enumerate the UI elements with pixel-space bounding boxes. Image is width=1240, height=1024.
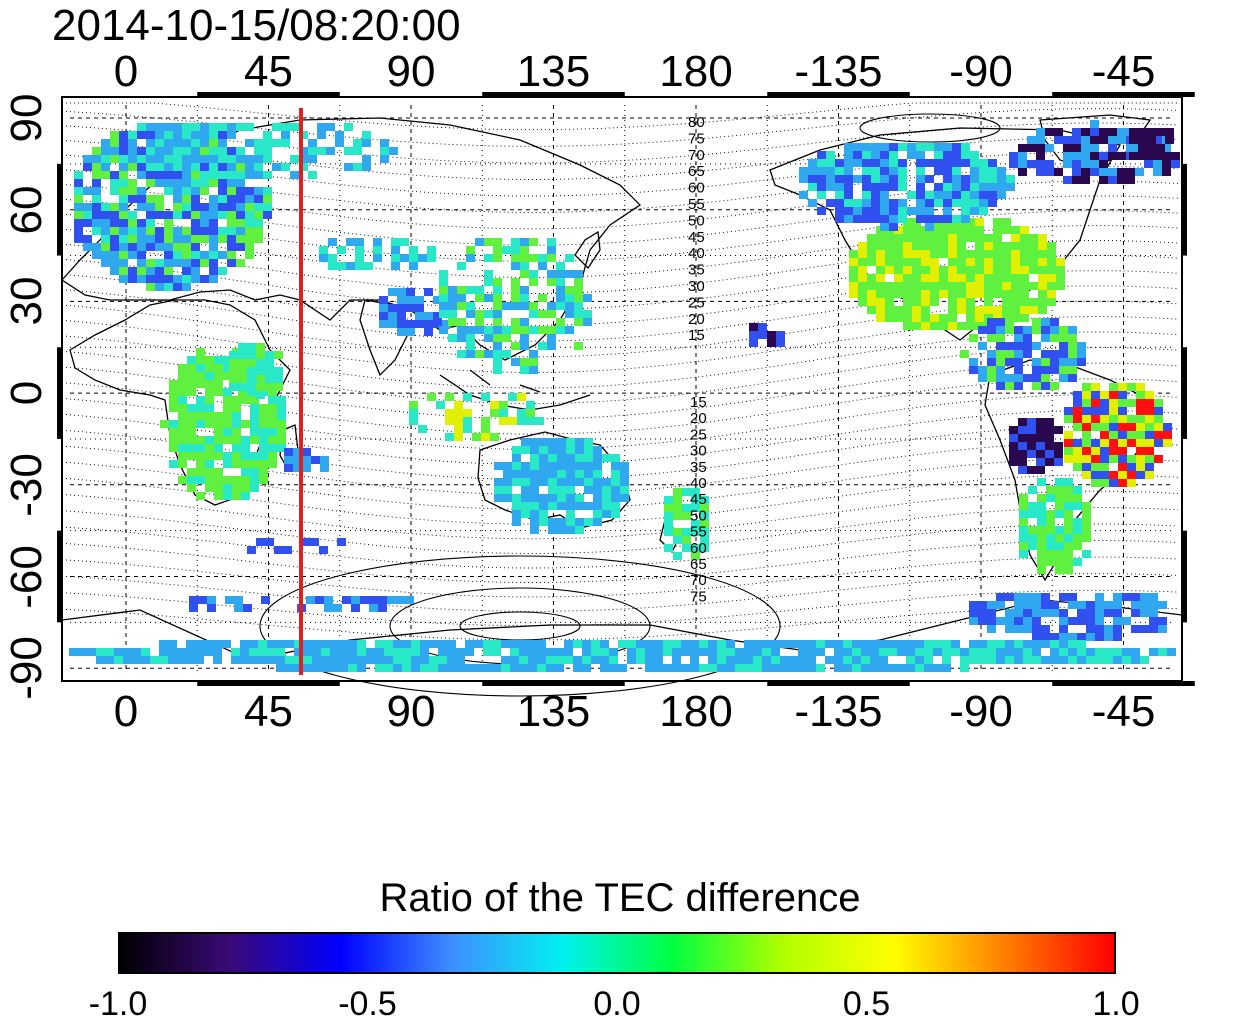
contour-label: 50 [690,507,707,524]
contour-label: 45 [688,229,705,246]
left-label-2: 30 [2,276,51,326]
contour-label: 60 [688,180,705,197]
coast-australia [477,431,631,529]
contour-label: 80 [688,114,705,131]
top-label-4: 180 [659,47,733,96]
coast-indonesia [439,369,591,411]
left-label-3: 0 [2,380,51,406]
left-label-6: -90 [2,636,51,700]
contour-labels: 8075706560555045403530252015152025303540… [688,114,707,605]
contour-label: 20 [690,410,707,427]
bottom-label-7: -45 [1091,687,1156,736]
top-label-2: 90 [386,47,436,96]
bottom-label-1: 45 [244,687,293,736]
left-label-5: -60 [2,544,51,609]
contour-label: 45 [690,491,707,508]
top-label-3: 135 [516,47,591,96]
contour-label: 30 [690,443,707,460]
coast-japan [574,230,601,270]
bottom-label-3: 135 [516,687,591,736]
top-label-0: 0 [113,47,139,96]
top-label-1: 45 [244,47,293,96]
contour-label: 40 [690,475,707,492]
contour-label: 75 [690,588,707,605]
contour-label: 65 [690,556,707,573]
contour-label: 65 [688,163,705,180]
contour-label: 35 [690,459,707,476]
bottom-label-0: 0 [113,687,139,736]
top-label-6: -90 [949,47,1013,96]
colorbar-tick-label: -0.5 [338,985,397,1023]
contour-label: 55 [688,196,705,213]
contour-label: 15 [690,394,707,411]
bottom-label-5: -135 [794,687,883,736]
left-label-4: -30 [2,453,51,517]
bottom-label-2: 90 [386,687,436,736]
top-label-7: -45 [1091,47,1156,96]
contour-label: 60 [690,540,707,557]
contour-label: 20 [688,311,705,328]
colorbar-tick-label: -1.0 [88,985,148,1023]
bottom-label-6: -90 [949,687,1013,736]
colorbar-tick-label: 0.0 [593,985,641,1023]
contour-label: 70 [688,147,705,164]
colorbar-tick-label: 0.5 [842,985,891,1023]
contour-label: 55 [690,524,707,541]
left-label-1: 60 [2,185,51,235]
contour-label: 50 [688,212,705,229]
plot-title: 2014-10-15/08:20:00 [52,1,461,50]
colorbar-tick-label: 1.0 [1092,985,1140,1023]
left-label-0: 90 [2,93,51,143]
top-label-5: -135 [794,47,883,96]
contour-label: 40 [688,245,705,262]
contour-label: 75 [688,130,705,147]
contour-label: 35 [688,262,705,279]
bottom-label-4: 180 [659,687,733,736]
contour-label: 25 [688,294,705,311]
colorbar-title: Ratio of the TEC difference [379,876,861,920]
contour-label: 30 [688,278,705,295]
tec-data-cells [69,120,1180,672]
colorbar [118,932,1116,974]
contour-label: 15 [688,327,705,344]
contour-label: 25 [690,426,707,443]
contour-label: 70 [690,572,707,589]
